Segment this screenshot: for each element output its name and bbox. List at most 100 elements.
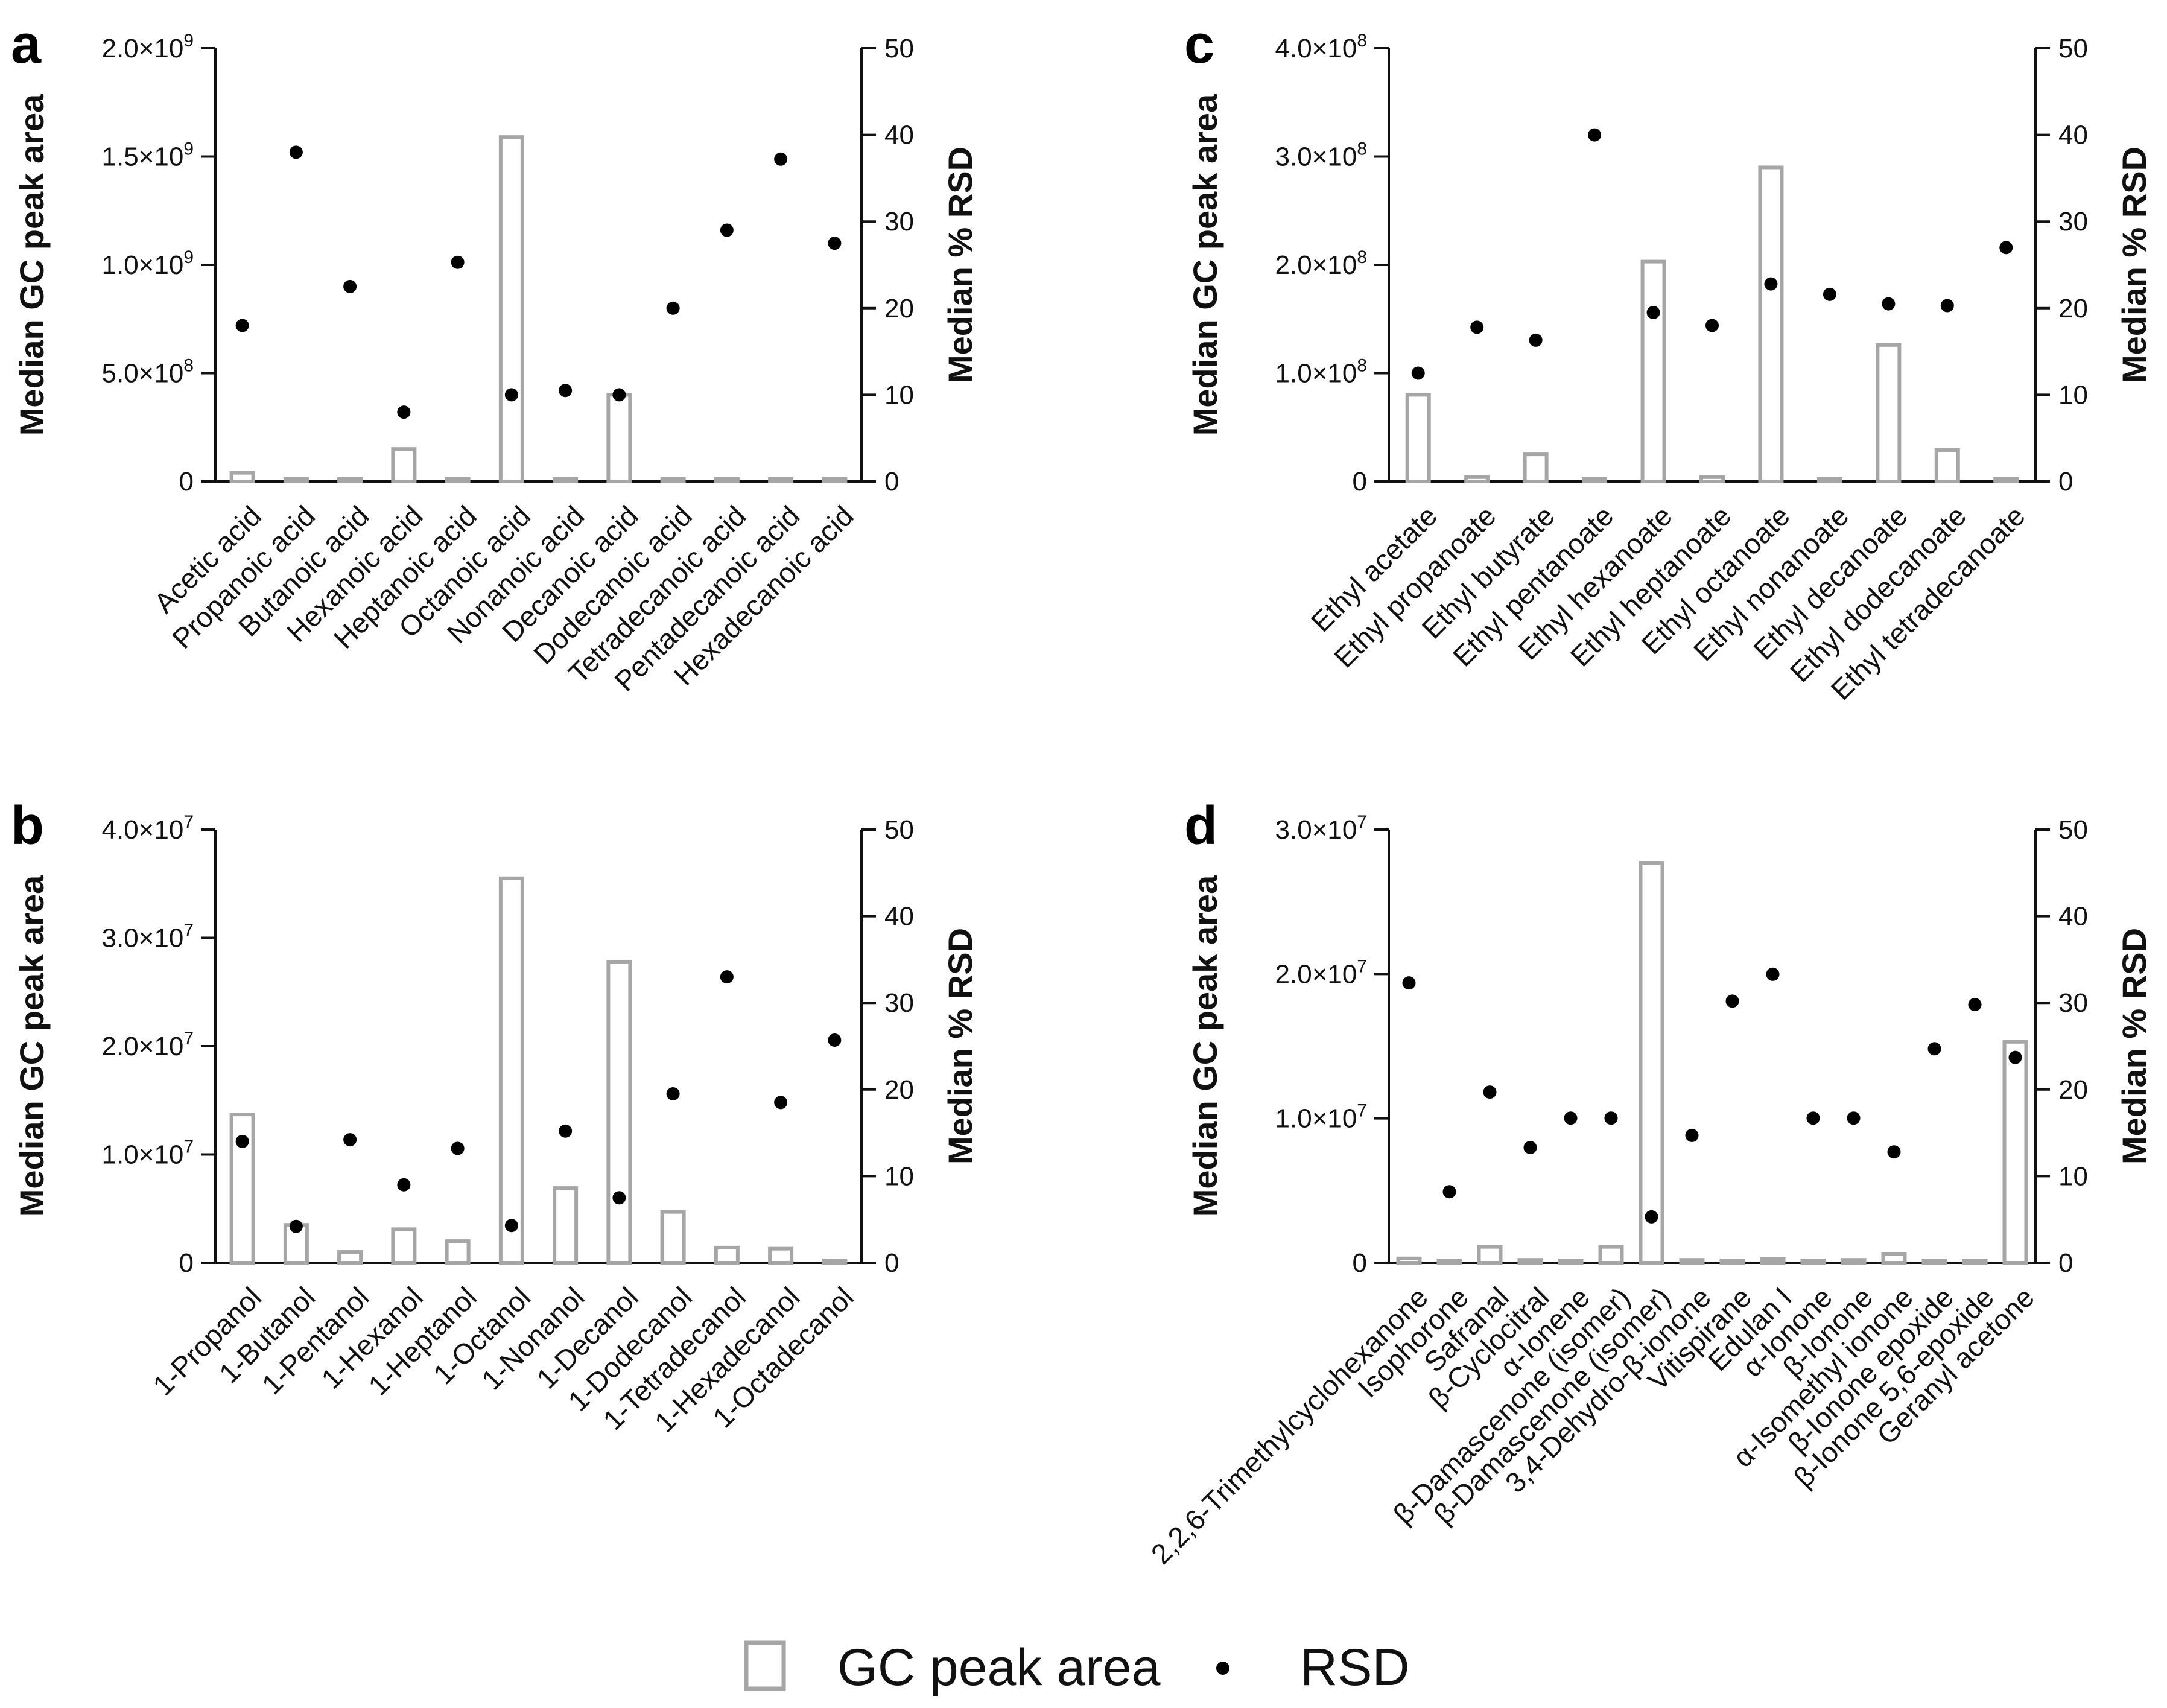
gc-peak-area-bar (1699, 475, 1725, 484)
y-left-tick-label: 4.0×108 (1275, 31, 1368, 63)
gc-peak-area-bar (768, 1246, 794, 1265)
y-right-tick-label: 40 (2058, 121, 2088, 150)
y-right-tick-label: 0 (2058, 1248, 2073, 1278)
gc-peak-area-bar (1405, 393, 1431, 484)
gc-peak-area-bar (2002, 1040, 2028, 1265)
panel-letter: d (1184, 796, 1217, 856)
gc-peak-area-bar (1760, 1257, 1786, 1265)
rsd-point (343, 1133, 357, 1147)
rsd-point (1588, 128, 1602, 142)
gc-peak-area-bar (1841, 1258, 1867, 1265)
rsd-point (289, 145, 303, 159)
rsd-point (1806, 1111, 1820, 1125)
gc-peak-area-bar (1876, 343, 1902, 484)
gc-peak-area-bar (337, 477, 363, 483)
gc-peak-area-bar (768, 477, 794, 483)
rsd-point (1927, 1042, 1941, 1056)
rsd-point (1823, 287, 1836, 301)
legend-bar-swatch (744, 1640, 786, 1691)
gc-peak-area-bar (1517, 1258, 1543, 1265)
y-axis-right-title: Median % RSD (941, 147, 979, 383)
gc-peak-area-bar (1881, 1252, 1907, 1265)
gc-peak-area-bar (660, 1210, 686, 1265)
y-right-tick-label: 0 (2058, 467, 2073, 497)
y-axis-left-title: Median GC peak area (1186, 94, 1224, 436)
panel-letter: b (11, 796, 44, 856)
rsd-point (397, 1178, 411, 1192)
rsd-point (1483, 1085, 1497, 1099)
y-left-tick-label: 0 (179, 467, 194, 497)
rsd-point (828, 237, 842, 250)
gc-peak-area-bar (445, 477, 471, 483)
y-left-tick-label: 0 (1353, 1248, 1367, 1278)
y-left-tick-label: 2.0×109 (102, 31, 194, 63)
gc-peak-area-bar (553, 477, 579, 483)
rsd-point (1725, 994, 1739, 1008)
gc-peak-area-bar (1816, 477, 1842, 483)
y-right-tick-label: 10 (884, 1161, 914, 1191)
y-right-tick-label: 30 (2058, 207, 2088, 237)
rsd-point (1645, 1210, 1658, 1224)
rsd-point (720, 223, 734, 237)
rsd-point (1411, 366, 1425, 380)
legend-dot-swatch (1216, 1662, 1229, 1675)
y-left-tick-label: 4.0×107 (102, 812, 194, 845)
y-left-tick-label: 3.0×107 (1275, 812, 1368, 845)
rsd-point (289, 1219, 303, 1233)
y-right-tick-label: 20 (2058, 1075, 2088, 1105)
y-left-tick-label: 0 (1353, 467, 1367, 497)
rsd-point (504, 388, 518, 402)
y-right-tick-label: 40 (884, 121, 914, 150)
gc-peak-area-bar (1639, 861, 1664, 1265)
y-axis-left-title: Median GC peak area (13, 875, 51, 1217)
y-left-tick-label: 1.0×108 (1275, 356, 1368, 389)
y-right-tick-label: 30 (2058, 988, 2088, 1018)
y-right-tick-label: 30 (884, 988, 914, 1018)
chart-panel-b: b 0 1.0×107 2.0×107 3.0×107 4.0×107 0 10 20 30 40 5… (11, 796, 979, 1438)
gc-peak-area-bar (714, 1245, 740, 1265)
rsd-point (1442, 1185, 1456, 1199)
rsd-point (1402, 976, 1416, 990)
y-left-tick-label: 1.0×109 (102, 247, 194, 280)
y-right-tick-label: 50 (2058, 815, 2088, 845)
rsd-point (397, 405, 411, 419)
rsd-point (1564, 1111, 1578, 1125)
rsd-point (1847, 1111, 1861, 1125)
panel-letter: a (11, 14, 42, 75)
gc-peak-area-bar (553, 1186, 579, 1265)
gc-peak-area-bar (1598, 1245, 1624, 1265)
rsd-point (1968, 998, 1982, 1012)
y-right-tick-label: 50 (884, 34, 914, 63)
gc-peak-area-bar (1993, 477, 2019, 483)
rsd-point (1940, 299, 1954, 313)
gc-peak-area-bar (1477, 1245, 1503, 1265)
y-axis-left-title: Median GC peak area (1186, 875, 1224, 1217)
y-left-tick-label: 0 (179, 1248, 194, 1278)
rsd-point (612, 1191, 626, 1205)
rsd-point (1646, 305, 1660, 319)
rsd-point (1604, 1111, 1618, 1125)
y-right-tick-label: 0 (884, 467, 899, 497)
gc-peak-area-bar (1962, 1259, 1988, 1265)
rsd-point (666, 1087, 680, 1100)
y-left-tick-label: 1.5×109 (102, 139, 194, 172)
gc-peak-area-bar (498, 135, 524, 483)
gc-peak-area-bar (606, 393, 632, 484)
panel-letter: c (1184, 14, 1214, 75)
rsd-point (559, 384, 573, 398)
gc-peak-area-bar (1464, 475, 1490, 484)
y-right-tick-label: 20 (884, 294, 914, 323)
gc-peak-area-bar (1934, 448, 1960, 484)
legend-bar-label: GC peak area (837, 1639, 1161, 1697)
y-right-tick-label: 10 (2058, 380, 2088, 410)
gc-peak-area-bar (1396, 1256, 1422, 1265)
y-axis-left-title: Median GC peak area (13, 94, 51, 436)
y-right-tick-label: 20 (2058, 294, 2088, 323)
gc-peak-area-bar (606, 959, 632, 1265)
legend: GC peak area RSD (744, 1639, 1410, 1697)
rsd-point (1764, 277, 1778, 291)
rsd-point (1766, 967, 1780, 981)
gc-peak-area-bar (498, 876, 524, 1265)
y-left-tick-label: 2.0×108 (1275, 247, 1368, 280)
rsd-point (720, 970, 734, 984)
